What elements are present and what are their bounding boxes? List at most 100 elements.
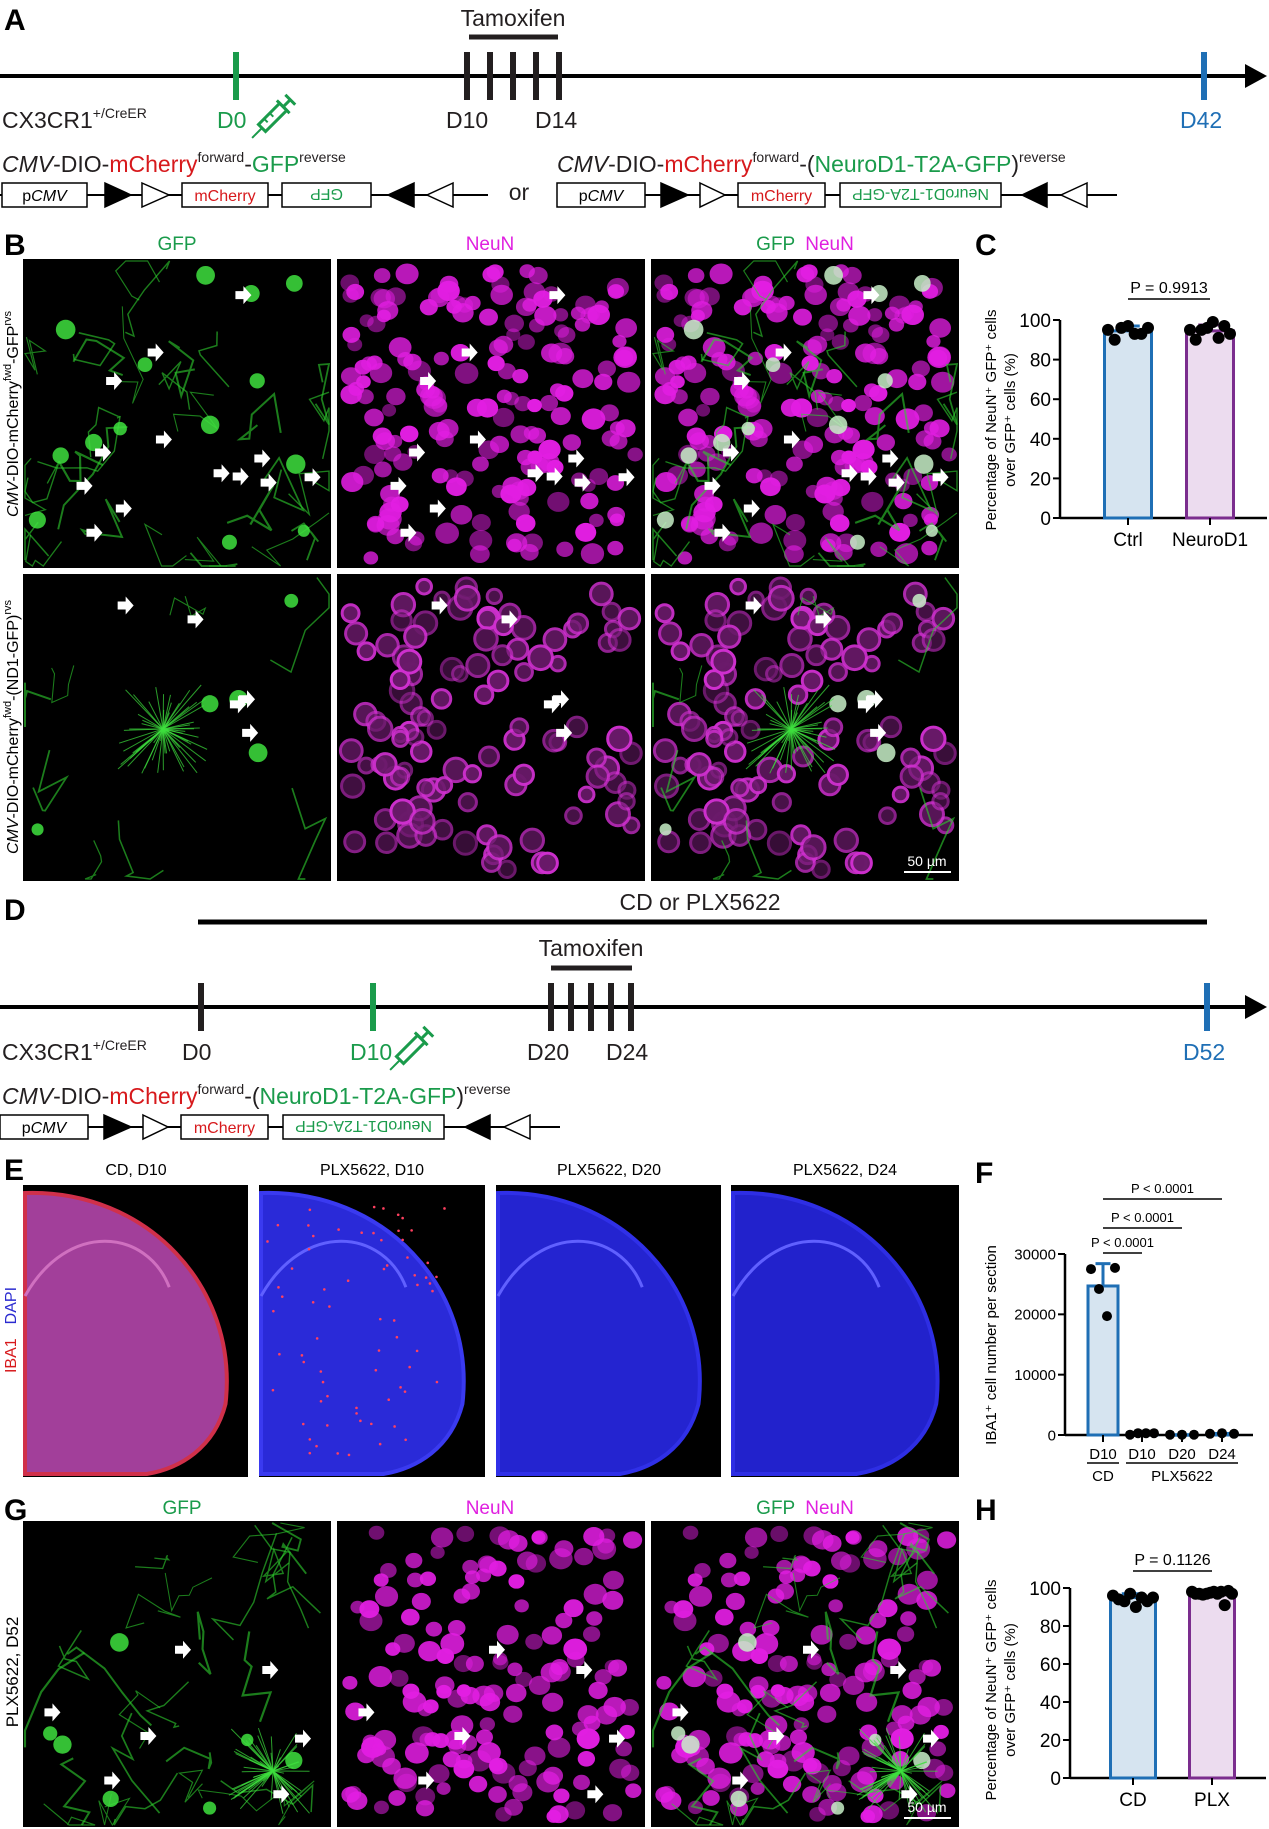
gfp-cell	[201, 695, 219, 713]
gfp-cell	[829, 695, 847, 713]
neun-cell	[922, 1659, 942, 1677]
gfp-fiber	[671, 1803, 724, 1826]
iba1-cell	[399, 1386, 402, 1389]
glia-process	[162, 728, 171, 752]
x-tick-label: NeuroD1	[1172, 530, 1248, 551]
neun-cell	[504, 1798, 524, 1816]
gfp-fiber	[266, 1536, 321, 1614]
neun-cell	[528, 266, 548, 285]
x-tick-label: CD	[1119, 1790, 1146, 1811]
neun-cell	[877, 1599, 898, 1618]
gfp-cell	[659, 823, 672, 836]
mcherry-box	[180, 1114, 269, 1140]
neun-cell	[625, 1783, 642, 1798]
glia-process	[162, 728, 207, 762]
neun-cell	[748, 776, 768, 795]
neun-cell	[704, 609, 727, 632]
glia-process	[234, 1770, 274, 1798]
neun-cell	[455, 1753, 473, 1769]
neun-cell	[406, 1572, 424, 1588]
e-title-3: PLX5622, D20	[557, 1162, 661, 1179]
iba1-cell	[377, 1349, 381, 1352]
neun-cell	[589, 513, 604, 527]
neun-cell	[730, 709, 748, 727]
neun-cell	[547, 1737, 571, 1758]
iba1-cell	[272, 1309, 275, 1313]
iba1-cell	[325, 1424, 329, 1427]
arrow-icon	[175, 1640, 192, 1659]
p-value-label: P < 0.0001	[1111, 1210, 1174, 1225]
gfp-fiber	[738, 1712, 789, 1814]
neun-cell	[933, 1724, 949, 1739]
iba1-cell	[435, 1275, 438, 1279]
neun-cell	[346, 1791, 368, 1811]
arrow-icon	[501, 610, 518, 629]
neun-cell	[847, 290, 867, 308]
neun-cell	[540, 1662, 563, 1683]
neun-cell	[508, 501, 530, 522]
iba1-cell	[424, 1276, 428, 1279]
glia-process	[153, 728, 164, 744]
neun-cell	[340, 367, 362, 386]
glia-process	[235, 1748, 274, 1772]
neun-cell	[718, 535, 737, 552]
neun-cell	[720, 1572, 738, 1588]
neun-cell	[662, 381, 678, 396]
day-label-d14: D14	[535, 107, 577, 133]
data-point	[1229, 1428, 1239, 1439]
neun-cell	[818, 314, 838, 333]
neun-cell	[801, 355, 819, 372]
gfp-cell	[43, 1726, 58, 1741]
gfp-cell	[849, 534, 865, 550]
neun-cell	[346, 283, 365, 300]
neun-cell	[689, 831, 712, 855]
brain-section	[23, 1190, 229, 1476]
glia-process	[746, 728, 792, 744]
iba1-cell	[323, 1288, 326, 1291]
neun-cell	[430, 688, 453, 710]
neun-cell	[828, 662, 848, 682]
gfp-cell	[297, 524, 310, 537]
neun-cell	[456, 1684, 472, 1698]
arrow-icon	[841, 464, 858, 483]
neun-cell	[842, 427, 861, 444]
arrow-icon	[431, 596, 448, 615]
e-title-4: PLX5622, D24	[793, 1162, 897, 1179]
iba1-cell	[337, 1228, 340, 1231]
day-label-d0: D0	[217, 107, 246, 133]
gfp-fiber	[271, 1522, 307, 1575]
arrow-icon	[358, 1703, 375, 1722]
neun-cell	[617, 606, 642, 631]
neun-cell	[826, 368, 843, 384]
loxp-triangle-icon	[660, 181, 690, 209]
glia-process	[883, 1745, 902, 1772]
neun-cell	[541, 1626, 563, 1645]
gfp-fiber	[66, 1646, 153, 1727]
glia-process	[900, 1770, 918, 1808]
gfp-cell	[765, 357, 781, 373]
neun-cell	[580, 492, 599, 510]
neun-cell	[756, 469, 773, 484]
glia-process	[790, 694, 799, 730]
arrow-icon	[86, 523, 103, 542]
gfp-fiber	[314, 362, 331, 426]
gfp-fiber	[665, 415, 749, 472]
neun-cell	[700, 387, 720, 406]
neun-cell	[556, 541, 574, 558]
neun-cell	[450, 1715, 474, 1736]
neun-cell	[680, 715, 708, 743]
glia-process	[241, 1770, 274, 1773]
gfp-fiber	[291, 787, 328, 880]
glia-process	[745, 728, 792, 770]
neun-cell	[415, 1800, 435, 1817]
promoter-box	[1, 182, 88, 208]
gfp-fiber	[158, 361, 191, 410]
neun-cell	[425, 1621, 443, 1637]
neun-cell	[863, 383, 880, 398]
neun-cell	[411, 1592, 431, 1610]
neun-cell	[688, 1585, 713, 1607]
neun-cell	[577, 785, 596, 804]
neun-cell	[572, 369, 594, 389]
neun-cell	[393, 1767, 418, 1789]
